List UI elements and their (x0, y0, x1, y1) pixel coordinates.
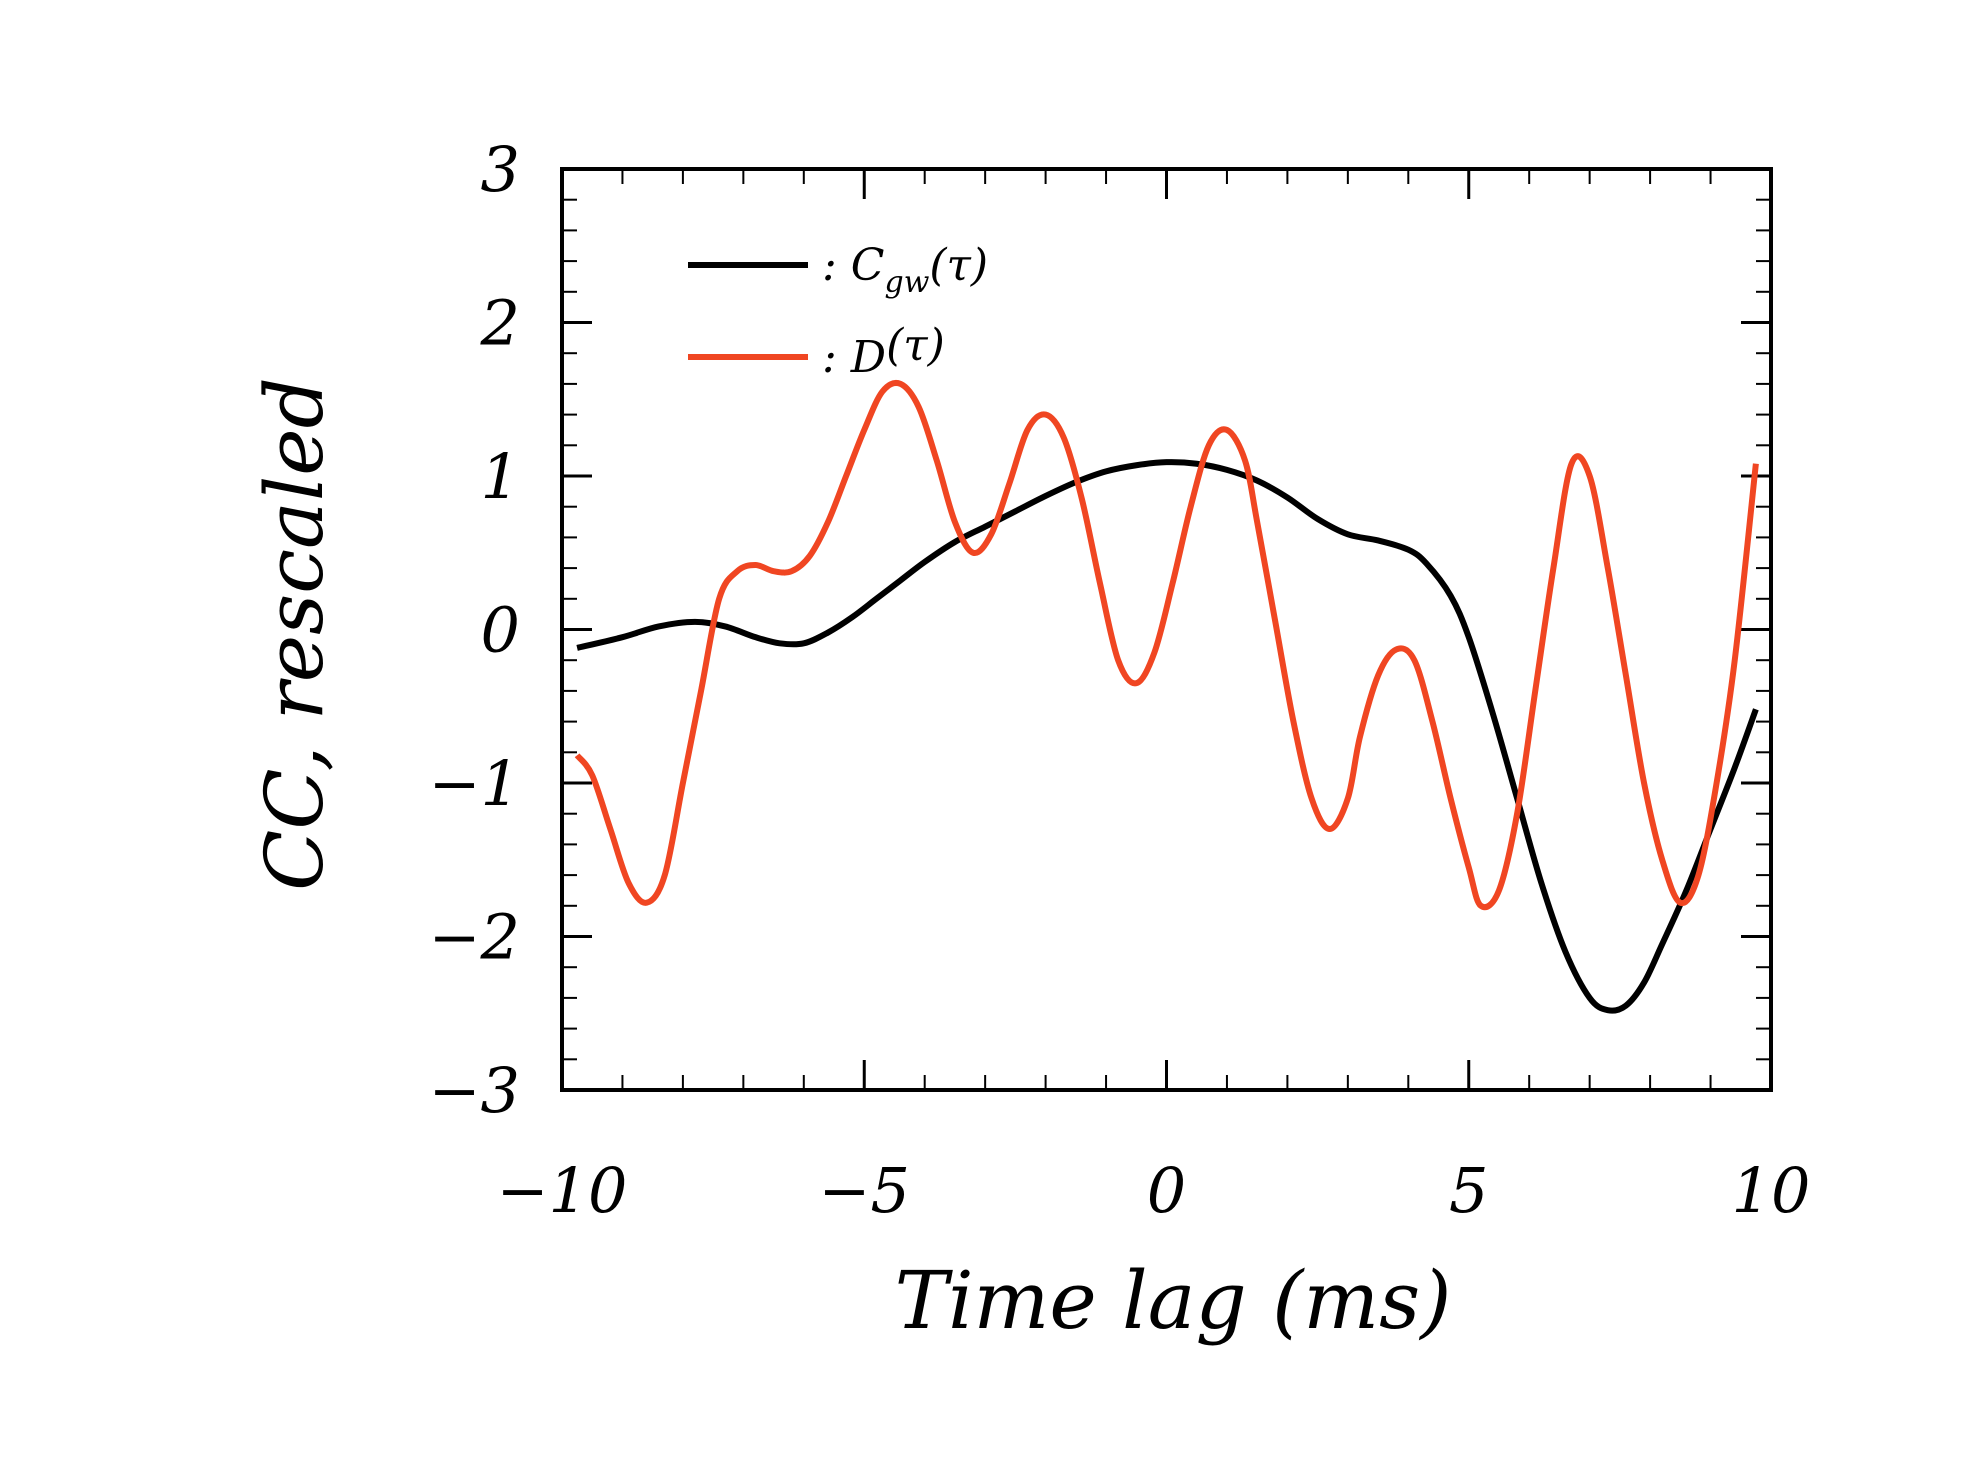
y-axis-title: CC, rescaled (248, 377, 341, 891)
series-line-cgw (576, 459, 1759, 1014)
y-tick-label: 1 (481, 440, 520, 513)
y-tick-label: 3 (481, 133, 520, 206)
legend-label-d: : D(τ) (822, 320, 945, 383)
x-tick-label: 5 (1449, 1154, 1488, 1227)
legend: : Cgw(τ) : D(τ) (688, 240, 988, 383)
x-tick-label: −10 (497, 1154, 628, 1227)
ticks-layer (560, 167, 1773, 1092)
y-tick-label: −3 (429, 1054, 520, 1127)
x-tick-label: 0 (1147, 1154, 1186, 1227)
x-axis-title: Time lag (ms) (895, 1254, 1452, 1347)
y-tick-label: 2 (480, 287, 520, 360)
y-tick-label: −1 (429, 747, 520, 820)
x-tick-label: −5 (819, 1154, 910, 1227)
y-tick-label: −2 (429, 901, 520, 974)
series-line-d (574, 379, 1759, 911)
x-tick-label: 10 (1732, 1154, 1811, 1227)
y-tick-label: 0 (481, 594, 520, 667)
series-layer (574, 379, 1759, 1014)
legend-label-cgw: : Cgw(τ) (822, 240, 988, 300)
plot-frame (560, 167, 1773, 1092)
